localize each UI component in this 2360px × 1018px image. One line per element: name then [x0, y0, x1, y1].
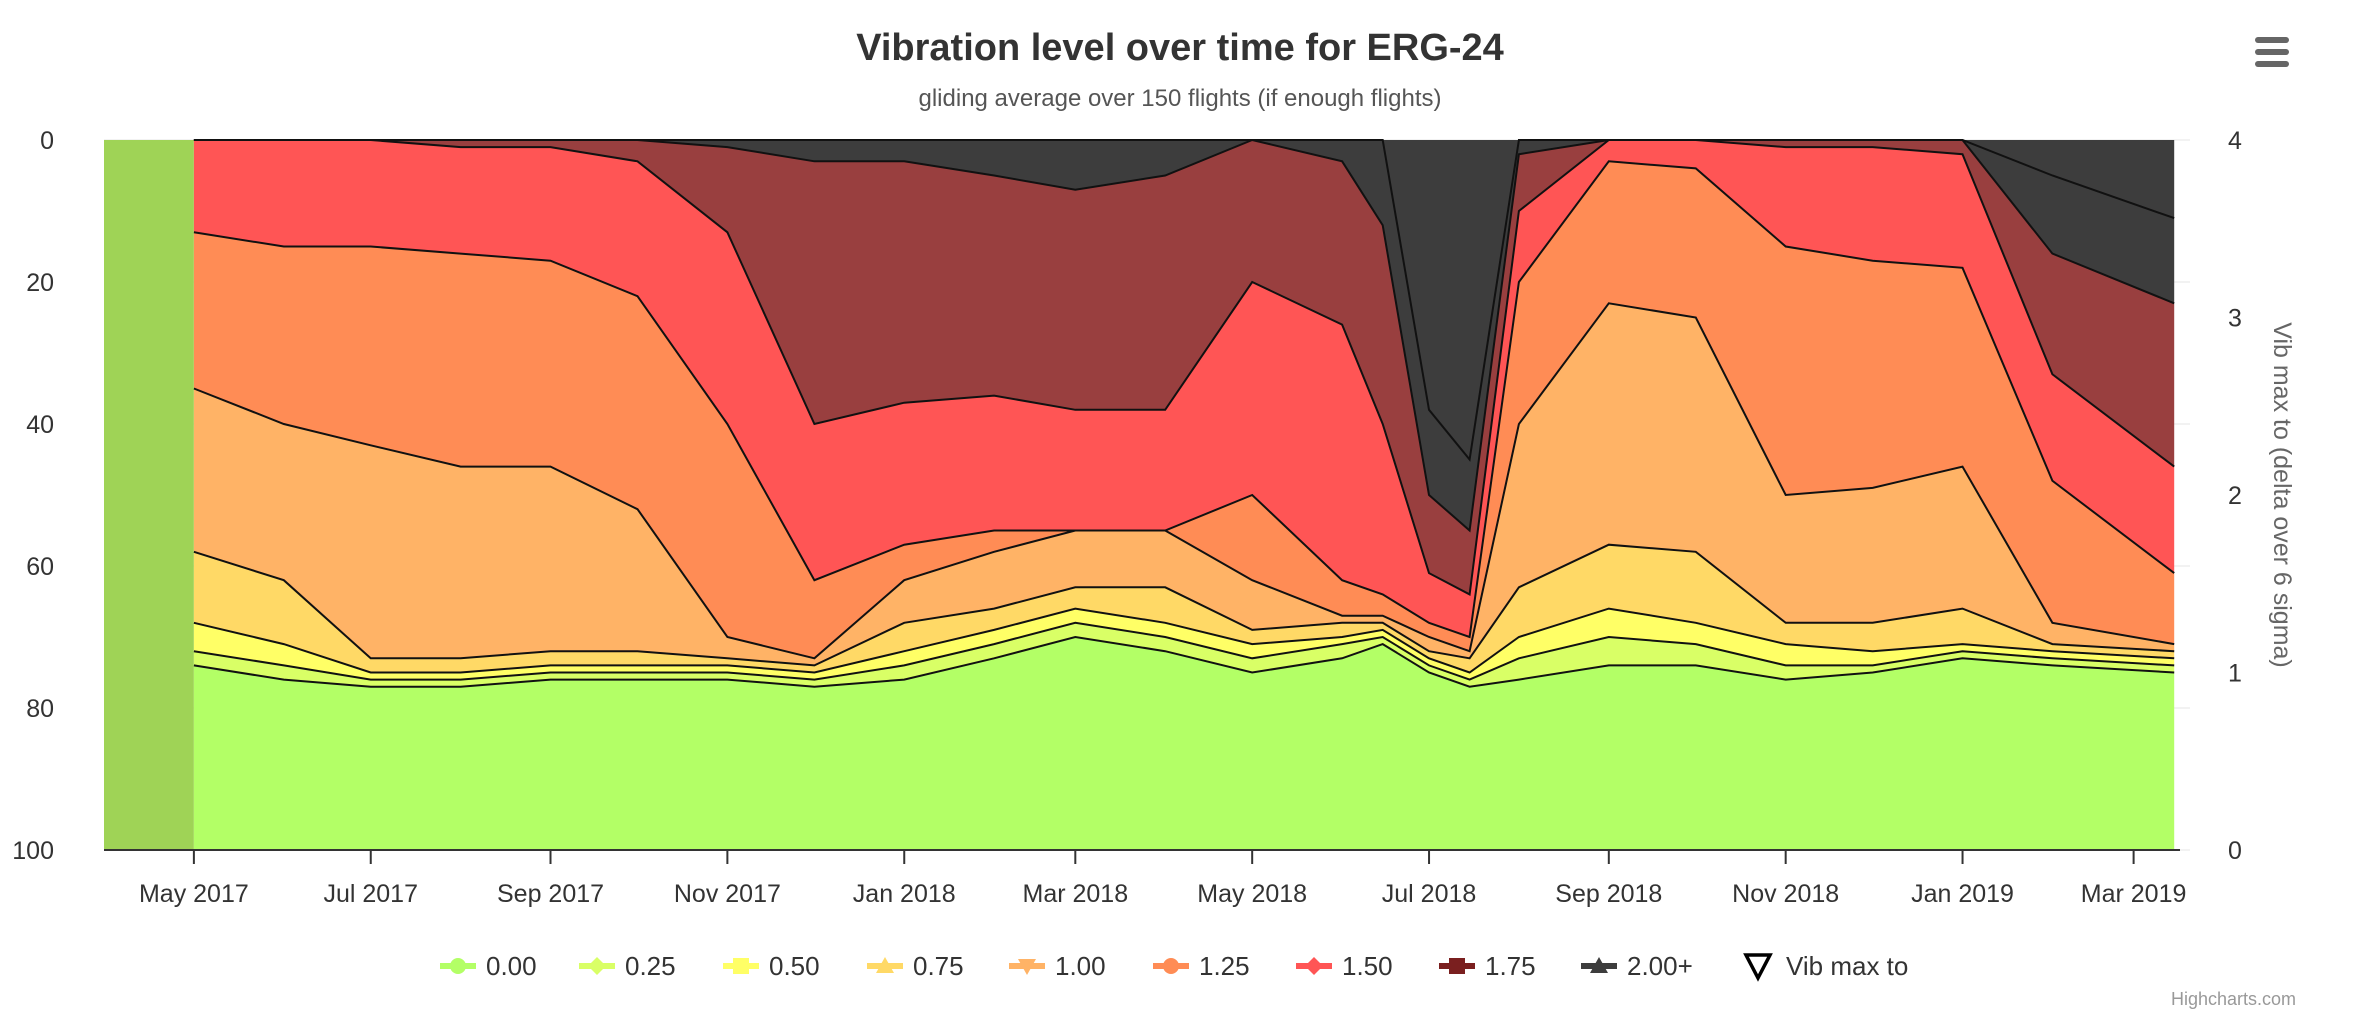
area-series-0.50: [193, 608, 2175, 680]
x-tick-label: May 2017: [139, 880, 249, 908]
boundary-line-2.00+: [193, 139, 2175, 462]
x-tick-label: Jan 2019: [1911, 880, 2014, 908]
x-tick-label: Sep 2017: [497, 880, 604, 908]
right-y-tick-label: 3: [2228, 305, 2242, 333]
hamburger-menu-icon: [2255, 37, 2289, 67]
right-y-tick-label: 1: [2228, 660, 2242, 688]
boundary-line-0.50: [193, 607, 2175, 674]
legend-item-0.50[interactable]: 0.50: [723, 951, 820, 981]
legend-label: Vib max to: [1786, 951, 1908, 981]
x-tick-label: Jul 2017: [323, 880, 418, 908]
legend-item-Vib-max-to[interactable]: Vib max to: [1743, 951, 1908, 982]
legend-symbol-triangle-down: [1018, 959, 1036, 975]
x-axis-labels: May 2017 Jul 2017 Sep 2017 Nov 2017 Jan 2018…: [139, 850, 2186, 908]
legend-item-0.00[interactable]: 0.00: [440, 951, 537, 981]
legend-item-1.75[interactable]: 1.75: [1439, 951, 1536, 981]
right-y-tick-label: 2: [2228, 482, 2242, 510]
legend-symbol-diamond: [1305, 957, 1323, 975]
chart-subtitle: gliding average over 150 flights (if eno…: [919, 85, 1442, 112]
x-tick-label: Jul 2018: [1382, 880, 1477, 908]
legend-label: 0.75: [913, 951, 964, 981]
plot-band: [104, 140, 194, 850]
chart-menu-button[interactable]: [2250, 28, 2294, 68]
legend-label: 1.25: [1199, 951, 1250, 981]
legend-symbol-square: [1449, 958, 1465, 974]
chart-title: Vibration level over time for ERG-24: [856, 27, 1504, 69]
legend-label: 1.00: [1055, 951, 1106, 981]
boundary-line-1.25: [193, 160, 2175, 639]
right-y-tick-label: 0: [2228, 837, 2242, 865]
legend-label: 0.50: [769, 951, 820, 981]
legend-symbol-circle: [1163, 958, 1179, 974]
area-series-0.25: [193, 622, 2175, 687]
boundary-line-1.00: [193, 302, 2175, 660]
legend-item-1.00[interactable]: 1.00: [1009, 951, 1106, 981]
left-y-tick-label: 60: [26, 553, 54, 581]
x-tick-label: Mar 2018: [1023, 880, 1129, 908]
area-series-0.75: [193, 544, 2175, 673]
left-y-tick-label: 0: [40, 127, 54, 155]
series-lines: [193, 138, 2175, 688]
area-series-1.50: [193, 140, 2175, 637]
x-tick-label: May 2018: [1197, 880, 1307, 908]
legend-item-1.50[interactable]: 1.50: [1296, 951, 1393, 981]
legend-item-1.25[interactable]: 1.25: [1153, 951, 1250, 981]
legend-symbol-triangle: [1590, 957, 1608, 973]
boundary-line-0.75: [193, 543, 2175, 667]
legend-symbol-triangle: [876, 957, 894, 973]
x-tick-label: Sep 2018: [1555, 880, 1662, 908]
area-series-1.00: [193, 303, 2175, 666]
x-tick-label: Nov 2017: [674, 880, 781, 908]
legend-label: 2.00+: [1627, 951, 1693, 981]
left-y-tick-label: 80: [26, 695, 54, 723]
legend-label: 1.50: [1342, 951, 1393, 981]
legend-label: 1.75: [1485, 951, 1536, 981]
boundary-line-0.00: [193, 635, 2175, 688]
legend-label: 0.00: [486, 951, 537, 981]
left-y-tick-label: 20: [26, 269, 54, 297]
area-series-0.00: [193, 637, 2175, 850]
legend-item-2.00plus[interactable]: 2.00+: [1581, 951, 1693, 981]
right-y-tick-label: 4: [2228, 127, 2242, 155]
legend-symbol-circle: [450, 958, 466, 974]
legend-label: 0.25: [625, 951, 676, 981]
boundary-line-1.50: [193, 139, 2175, 596]
area-series-1.25: [193, 161, 2175, 659]
plot-band-rect: [104, 140, 194, 850]
x-tick-label: Jan 2018: [853, 880, 956, 908]
legend-symbol-diamond: [588, 957, 606, 975]
legend-symbol-triangle-down-outline: [1743, 953, 1773, 982]
left-y-tick-label: 40: [26, 411, 54, 439]
legend-item-0.75[interactable]: 0.75: [867, 951, 964, 981]
right-y-axis-title: Vib max to (delta over 6 sigma): [2268, 322, 2296, 668]
legend-symbol-square: [733, 958, 749, 974]
x-tick-label: Mar 2019: [2081, 880, 2187, 908]
area-series-1.75: [193, 140, 2175, 595]
left-y-tick-label: 100: [12, 837, 54, 865]
right-y-axis-labels: 0 1 2 3 4: [2228, 127, 2242, 865]
left-y-axis-labels: 0 20 40 60 80 100: [12, 127, 54, 865]
legend: 0.00 0.25 0.50 0.75 1.00 1.25 1.50 1.75 2.00+ Vib…: [440, 951, 1908, 982]
x-tick-label: Nov 2018: [1732, 880, 1839, 908]
legend-item-0.25[interactable]: 0.25: [579, 951, 676, 981]
credits-link[interactable]: Highcharts.com: [2171, 989, 2296, 1009]
series-areas: [193, 140, 2175, 850]
boundary-line-0.25: [193, 621, 2175, 681]
